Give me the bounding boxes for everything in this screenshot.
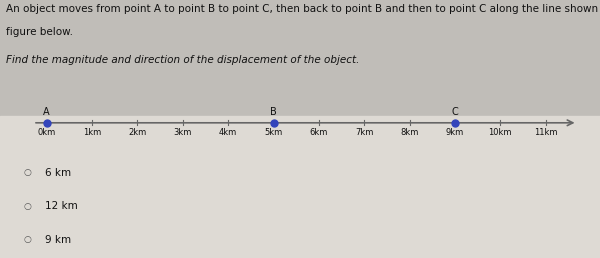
Bar <box>0 0 600 116</box>
Text: 7km: 7km <box>355 128 373 137</box>
Text: An object moves from point A to point B to point C, then back to point B and the: An object moves from point A to point B … <box>6 4 600 14</box>
Text: 1km: 1km <box>83 128 101 137</box>
Text: ○: ○ <box>24 202 32 211</box>
Text: 9km: 9km <box>446 128 464 137</box>
Text: Find the magnitude and direction of the displacement of the object.: Find the magnitude and direction of the … <box>6 55 359 66</box>
Text: 6km: 6km <box>310 128 328 137</box>
Text: figure below.: figure below. <box>6 27 73 37</box>
Text: A: A <box>43 107 50 117</box>
Text: B: B <box>270 107 277 117</box>
Text: 12 km: 12 km <box>45 201 78 211</box>
Text: 5km: 5km <box>265 128 283 137</box>
Text: 0km: 0km <box>38 128 56 137</box>
Text: 4km: 4km <box>219 128 237 137</box>
Text: ○: ○ <box>24 236 32 244</box>
Text: C: C <box>452 107 458 117</box>
Text: 8km: 8km <box>400 128 419 137</box>
Text: 10km: 10km <box>488 128 512 137</box>
Text: 6 km: 6 km <box>45 168 71 178</box>
Text: ○: ○ <box>24 168 32 177</box>
Text: 2km: 2km <box>128 128 146 137</box>
Text: 11km: 11km <box>534 128 557 137</box>
Text: 3km: 3km <box>173 128 192 137</box>
Bar <box>0 116 600 258</box>
Text: 9 km: 9 km <box>45 235 71 245</box>
